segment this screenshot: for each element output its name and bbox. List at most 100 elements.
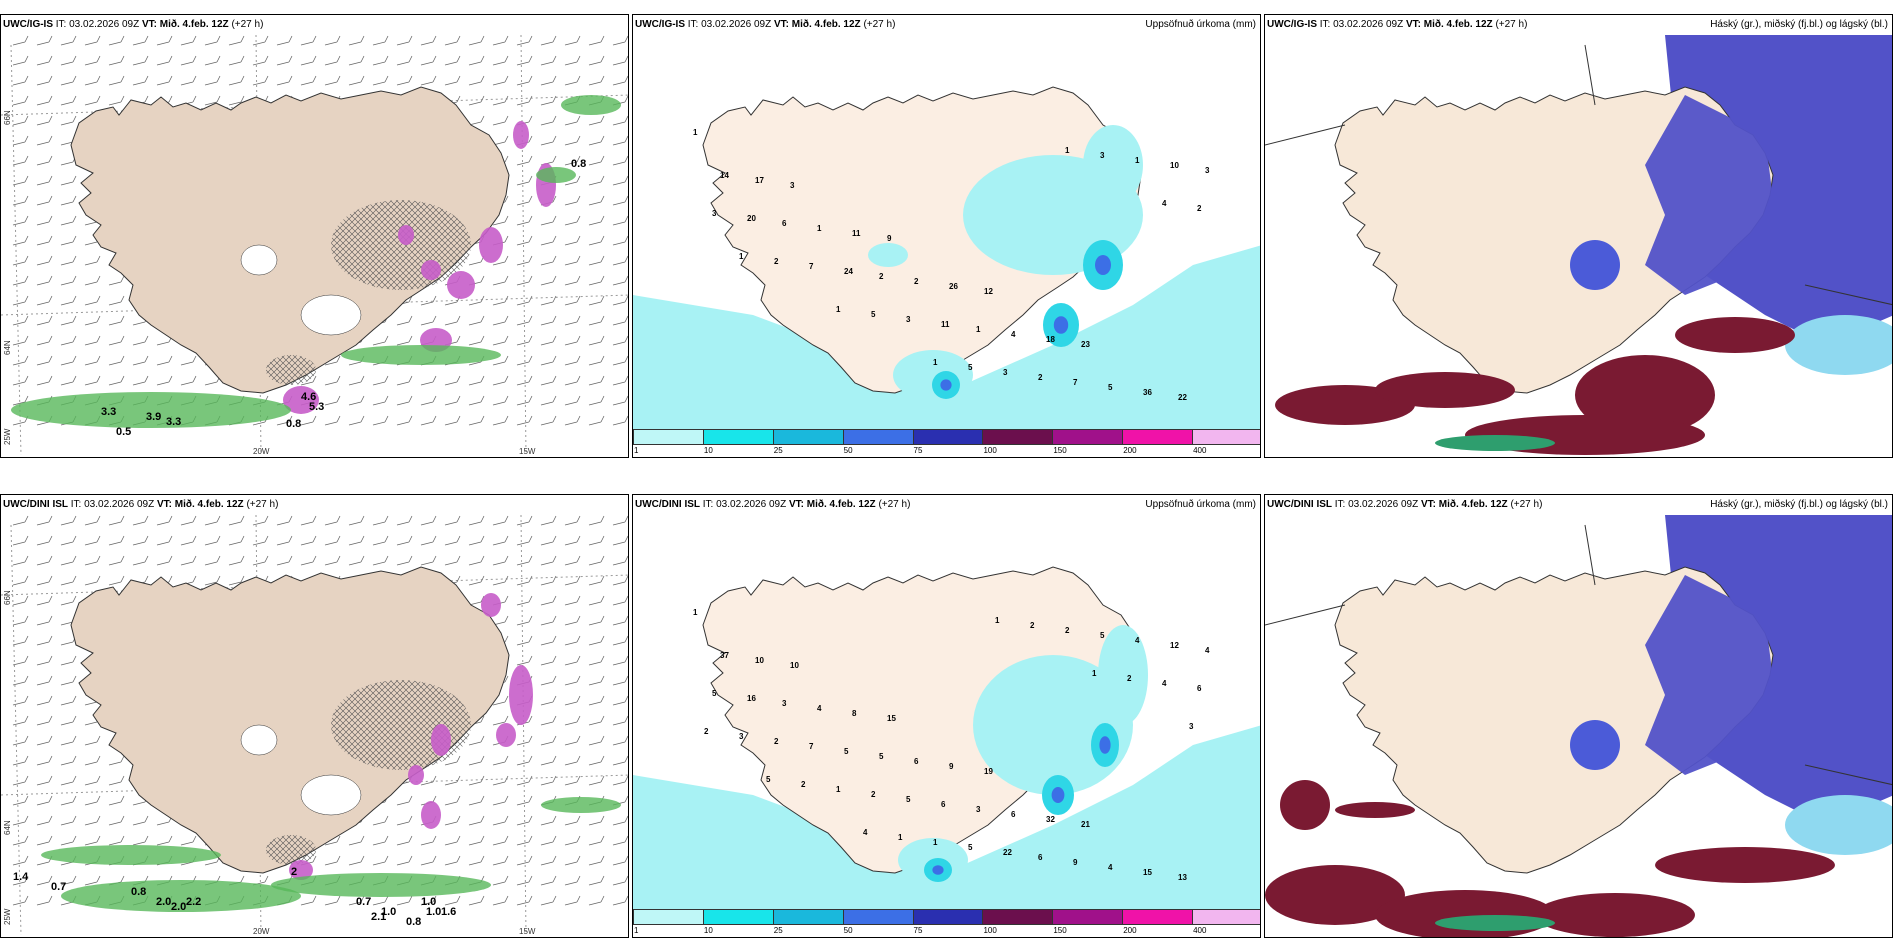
precip-value: 1: [817, 224, 822, 233]
wind-barb: [516, 755, 533, 766]
snow-depth-blob: [496, 723, 516, 747]
wind-barb: [348, 55, 365, 66]
precip-value: 12: [1170, 641, 1179, 650]
colorbar-swatch: [1052, 909, 1124, 925]
wind-barb: [516, 735, 533, 746]
wind-barb: [564, 315, 581, 326]
wind-barb: [84, 95, 101, 106]
precip-value: 3: [1003, 368, 1008, 377]
wind-barb: [564, 775, 581, 786]
wind-barb: [612, 395, 628, 406]
wind-barb: [420, 395, 437, 406]
wind-barb: [540, 35, 557, 46]
precip-value: 11: [852, 229, 861, 238]
wind-barb: [492, 555, 509, 566]
high-cloud-area: [1375, 372, 1515, 408]
wind-barb: [492, 335, 509, 346]
precip-value: 3: [739, 732, 744, 741]
wind-barb: [564, 155, 581, 166]
wind-barb: [132, 515, 149, 526]
axis-label: 20W: [253, 927, 270, 936]
wind-barb: [420, 855, 437, 866]
precip-value: 2: [1197, 204, 1202, 213]
colorbar-swatch: [842, 909, 914, 925]
green-band: [271, 873, 491, 897]
wind-barb: [516, 215, 533, 226]
it-label: IT:: [702, 499, 714, 510]
wind-barb: [516, 195, 533, 206]
precip-value: 5: [1100, 631, 1105, 640]
wind-barb: [564, 415, 581, 426]
wind-barb: [324, 35, 341, 46]
wind-barb: [228, 555, 245, 566]
map-canvas: [1265, 515, 1892, 937]
wind-barb: [588, 735, 605, 746]
green-band: [61, 880, 301, 912]
precip-value: 4: [1011, 330, 1016, 339]
wind-barb: [516, 595, 533, 606]
wind-barb: [156, 535, 173, 546]
wind-barb: [60, 555, 77, 566]
wind-barb: [588, 155, 605, 166]
wind-barb: [612, 235, 628, 246]
wind-barb: [420, 75, 437, 86]
wind-barb: [228, 95, 245, 106]
wind-barb: [540, 855, 557, 866]
wind-barb: [396, 335, 413, 346]
wind-barb: [84, 35, 101, 46]
vt-value: Mið. 4.feb. 12Z: [159, 19, 229, 30]
wind-barb: [156, 375, 173, 386]
wind-barb: [588, 295, 605, 306]
precip-value: 4: [1135, 636, 1140, 645]
wind-barb: [300, 535, 317, 546]
value-label: 0.8: [406, 916, 421, 928]
wind-barb: [516, 775, 533, 786]
model-label: UWC/IG-IS: [3, 19, 53, 30]
wind-barb: [540, 115, 557, 126]
wind-barb: [564, 295, 581, 306]
wind-barb: [612, 775, 628, 786]
precip-value: 1: [739, 252, 744, 261]
wind-barb: [108, 575, 125, 586]
wind-barb: [60, 655, 77, 666]
wind-barb: [12, 255, 29, 266]
wind-barb: [516, 635, 533, 646]
wind-barb: [588, 395, 605, 406]
wind-barb: [420, 35, 437, 46]
precip-value: 1: [976, 325, 981, 334]
wind-barb: [60, 235, 77, 246]
colorbar-swatch: [772, 909, 844, 925]
precip-value: 10: [790, 661, 799, 670]
axis-label: 66N: [3, 590, 12, 605]
wind-barb: [468, 755, 485, 766]
wind-barb: [468, 895, 485, 906]
wind-barb: [12, 535, 29, 546]
precip-value: 36: [1143, 388, 1152, 397]
wind-barb: [60, 875, 77, 886]
wind-barb: [372, 35, 389, 46]
wind-barb: [492, 95, 509, 106]
wind-barb: [36, 295, 53, 306]
wind-barb: [36, 815, 53, 826]
wind-barb: [540, 635, 557, 646]
axis-label: 15W: [519, 447, 536, 456]
wind-barb: [588, 635, 605, 646]
precip-value: 13: [1178, 873, 1187, 882]
wind-barb: [516, 535, 533, 546]
wind-barb: [516, 295, 533, 306]
wind-barb: [180, 75, 197, 86]
precip-area: [868, 243, 908, 267]
wind-barb: [444, 895, 461, 906]
wind-barb: [492, 855, 509, 866]
wind-barb: [60, 35, 77, 46]
wind-barb: [420, 375, 437, 386]
wind-barb: [12, 295, 29, 306]
wind-barb: [492, 255, 509, 266]
colorbar-tick: 150: [1053, 926, 1067, 935]
mid-cloud-area: [1570, 240, 1620, 290]
boundary-line: [1804, 764, 1892, 786]
wind-barb: [468, 375, 485, 386]
wind-barb: [540, 575, 557, 586]
precip-value: 5: [871, 310, 876, 319]
axis-label: 64N: [3, 820, 12, 835]
